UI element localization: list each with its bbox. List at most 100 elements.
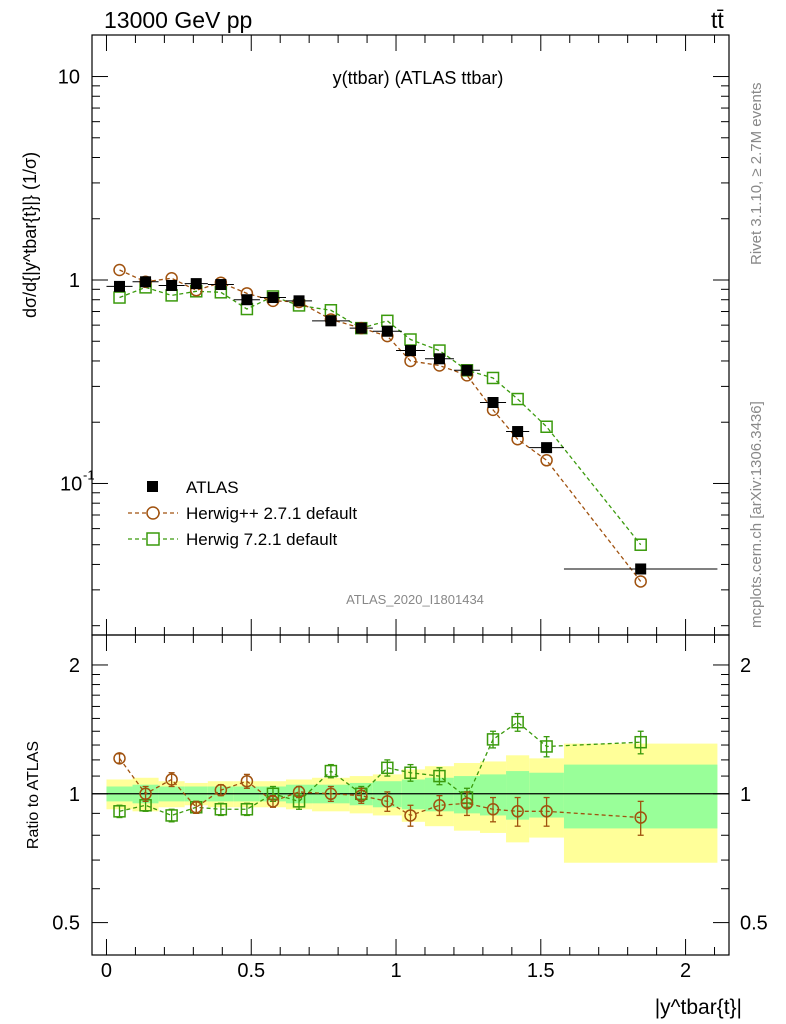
herwigpp-ratio-point [540, 805, 553, 818]
rivet-version-label: Rivet 3.1.10, ≥ 2.7M events [748, 83, 765, 266]
watermark: ATLAS_2020_I1801434 [346, 592, 484, 607]
atlas-point [355, 322, 367, 334]
herwigpp-ratio-point [189, 801, 203, 814]
herwig7-point [486, 371, 500, 385]
herwig7-ratio-point [486, 733, 500, 746]
herwig7-ratio-point [165, 809, 178, 822]
legend-entry-atlas: ATLAS [147, 478, 239, 497]
legend-marker-square-open [146, 532, 160, 546]
herwig7-ratio-point [511, 715, 524, 729]
herwigpp-point [634, 575, 647, 588]
y-tick-label: 2 [69, 655, 80, 677]
ratio-plot-area [92, 712, 729, 863]
y-tick-label: 10 [60, 473, 82, 495]
herwigpp-ratio-point [214, 783, 228, 797]
x-axis-label: |y^tbar{t}| [655, 996, 742, 1019]
y-tick-label: 10 [58, 67, 80, 89]
y-tick-label-right: 1 [740, 784, 751, 806]
atlas-point [166, 279, 178, 291]
main-plot-area [106, 263, 718, 588]
atlas-point [512, 426, 524, 438]
atlas-point [140, 276, 152, 288]
herwig7-ratio-point [113, 805, 126, 818]
herwigpp-ratio-line [118, 757, 641, 819]
herwigpp-ratio-point [634, 811, 647, 824]
legend-entry-herwig7: Herwig 7.2.1 default [128, 530, 337, 549]
herwigpp-point [113, 263, 126, 277]
legend-marker-square [147, 481, 158, 492]
herwigpp-point [540, 454, 553, 467]
herwig7-ratio-point [324, 764, 338, 778]
ratio-panel: 0 0.5 1 1.5 2 0.5 0.5 1 1 2 2 Ratio to ATLAS [25, 634, 768, 982]
main-y-axis-label: dσ/d{|y^tbar{t}|} (1/σ) [20, 152, 40, 318]
herwig7-ratio-line [119, 721, 641, 817]
herwigpp-ratio-point [165, 773, 178, 786]
herwigpp-ratio-point [292, 785, 306, 799]
herwig7-ratio-point [540, 740, 553, 753]
herwigpp-ratio-point [355, 789, 368, 802]
legend-label: ATLAS [186, 478, 239, 497]
atlas-point [325, 315, 337, 327]
y-tick-label-exponent: -1 [83, 467, 95, 482]
herwigpp-ratio-point [266, 795, 280, 808]
atlas-point [461, 364, 473, 376]
atlas-point [405, 345, 416, 357]
atlas-point [267, 292, 279, 304]
herwigpp-ratio-point [139, 787, 152, 801]
herwigpp-ratio-point [404, 809, 417, 822]
legend-label: Herwig 7.2.1 default [186, 530, 337, 549]
x-tick-label: 1.5 [527, 960, 555, 982]
atlas-point [190, 278, 202, 290]
ratio-band-inner [506, 771, 530, 820]
herwig7-point [113, 291, 126, 304]
herwig7-ratio-point [404, 766, 417, 779]
herwig7-ratio-point [634, 735, 647, 749]
herwig7-point [381, 314, 394, 328]
herwig7-point [634, 538, 647, 551]
y-tick-label: 1 [69, 784, 80, 806]
herwig7-ratio-point [214, 803, 228, 816]
legend-label: Herwig++ 2.7.1 default [186, 504, 357, 523]
herwig7-line [119, 286, 642, 546]
atlas-point [635, 563, 647, 575]
atlas-point [487, 397, 499, 409]
herwig7-ratio-point [240, 803, 254, 816]
ratio-y-axis-label: Ratio to ATLAS [25, 741, 42, 849]
atlas-point [114, 280, 126, 292]
herwigpp-ratio-point [381, 795, 394, 808]
atlas-point [215, 279, 227, 291]
y-tick-label-right: 2 [740, 655, 751, 677]
herwigpp-ratio-point [240, 774, 254, 788]
ratio-ticks: 0 0.5 1 1.5 2 0.5 0.5 1 1 2 2 [52, 635, 768, 982]
herwigpp-ratio-point [433, 799, 446, 812]
legend-marker-circle [146, 506, 160, 520]
atlas-point [433, 353, 445, 365]
x-tick-label: 1 [390, 960, 401, 982]
atlas-point [381, 325, 393, 337]
herwigpp-ratio-point [113, 752, 126, 765]
x-tick-label: 2 [680, 960, 691, 982]
legend: ATLAS Herwig++ 2.7.1 default Herwig 7.2.… [128, 478, 357, 549]
x-tick-label: 0.5 [237, 960, 265, 982]
y-tick-label: 0.5 [52, 913, 80, 935]
herwig7-point [511, 392, 524, 406]
herwigpp-ratio-point [486, 803, 500, 816]
plot-title: y(ttbar) (ATLAS ttbar) [333, 68, 504, 88]
herwigpp-ratio-point [324, 787, 338, 801]
herwig7-ratio-point [433, 769, 446, 783]
process-label: tt̄ [711, 7, 724, 33]
herwig7-ratio-point [381, 761, 394, 775]
herwigpp-ratio-point [460, 797, 474, 810]
atlas-point [541, 442, 553, 454]
x-tick-label: 0 [101, 960, 112, 982]
y-tick-label-right: 0.5 [740, 913, 768, 935]
beam-label: 13000 GeV pp [104, 7, 252, 33]
herwig7-point [404, 333, 417, 346]
herwigpp-ratio-point [511, 805, 524, 818]
ratio-axes-frame [91, 634, 730, 956]
y-tick-label: 1 [69, 270, 80, 292]
mcplots-label: mcplots.cern.ch [arXiv:1306.3436] [748, 401, 765, 628]
